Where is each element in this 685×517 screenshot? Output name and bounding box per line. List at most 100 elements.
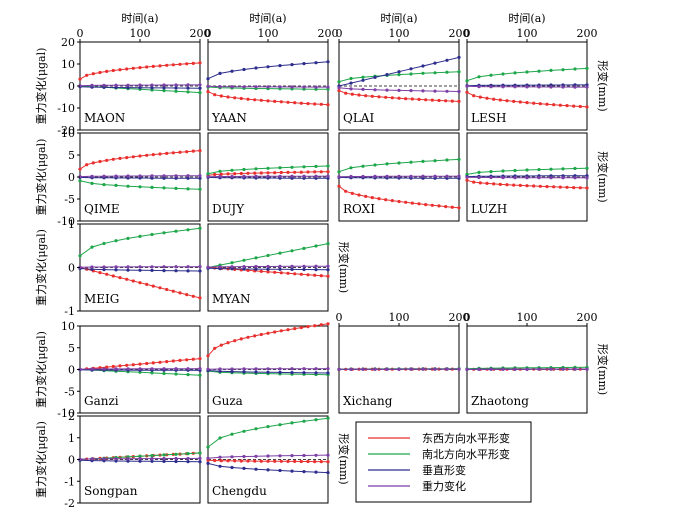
data-point [306,325,310,329]
data-point [302,246,306,250]
data-point [162,456,166,461]
data-point [314,244,318,248]
data-point [314,367,318,371]
data-point [218,265,222,269]
series-1 [78,265,202,300]
series-line [466,91,588,108]
data-point [230,69,234,73]
data-point [198,226,202,230]
x-tick-label: 100 [389,311,410,324]
data-point [242,174,246,178]
data-point [489,170,493,174]
data-point [465,178,469,182]
data-point [290,454,294,458]
data-point [319,274,323,278]
data-point [90,174,94,178]
data-point [254,454,258,458]
data-point [421,89,425,93]
data-point [290,165,294,169]
data-point [430,203,434,207]
data-point [478,181,482,185]
data-point [230,261,234,265]
data-point [213,93,217,97]
data-point [162,459,166,463]
data-point [306,273,310,277]
data-point [485,181,489,185]
data-point [118,276,122,280]
data-point [259,98,263,102]
data-point [174,269,178,273]
data-point [293,327,297,331]
data-point [206,175,210,179]
data-point [162,176,166,180]
data-point [302,264,306,268]
data-point [206,77,210,81]
data-point [404,200,408,204]
data-point [266,370,270,374]
data-point [457,174,461,178]
data-point [151,64,155,68]
data-point [397,174,401,178]
data-point [186,456,190,461]
series-2 [206,164,330,176]
data-point [158,152,162,156]
data-point [525,101,529,105]
data-point [361,78,365,82]
data-point [239,337,243,341]
data-point [246,335,250,339]
data-point [390,96,394,100]
data-point [532,184,536,188]
data-point [91,161,95,165]
data-point [186,90,190,94]
data-point [259,459,263,463]
data-point [253,459,257,463]
data-point [191,357,195,361]
data-point [151,361,155,365]
data-point [279,271,283,275]
data-point [370,196,374,200]
data-point [191,149,195,153]
series-2 [206,416,330,449]
data-point [198,296,202,300]
data-point [233,172,237,176]
data-point [326,367,330,371]
data-point [430,98,434,102]
y-tick-label: 10 [61,58,75,71]
data-point [349,367,353,371]
series-1 [206,458,330,464]
data-point [162,453,166,457]
data-point [242,454,246,459]
data-point [226,172,230,176]
data-point [218,85,222,89]
data-point [492,182,496,186]
data-point [349,81,353,85]
data-point [445,367,449,371]
data-point [266,85,270,89]
data-point [191,61,195,65]
data-point [512,183,516,187]
x-tick-label: 0 [336,27,343,40]
panel-dujy: DUJY [206,132,330,222]
data-point [306,170,310,174]
data-point [409,89,413,93]
data-point [246,268,250,272]
y-tick-label: 1 [68,432,75,445]
data-point [105,69,109,73]
data-point [477,170,481,174]
data-point [457,70,461,74]
data-point [573,83,577,87]
data-point [273,270,277,274]
data-point [162,89,166,93]
data-point [373,367,377,371]
data-point [337,367,341,371]
data-point [290,249,294,253]
data-point [302,419,306,423]
series-3 [206,461,330,475]
site-label: LESH [471,111,506,125]
data-point [314,264,318,268]
y-tick-label: 20 [61,36,75,49]
data-point [198,86,202,90]
data-point [266,65,270,69]
data-point [319,323,323,327]
data-point [150,367,154,371]
